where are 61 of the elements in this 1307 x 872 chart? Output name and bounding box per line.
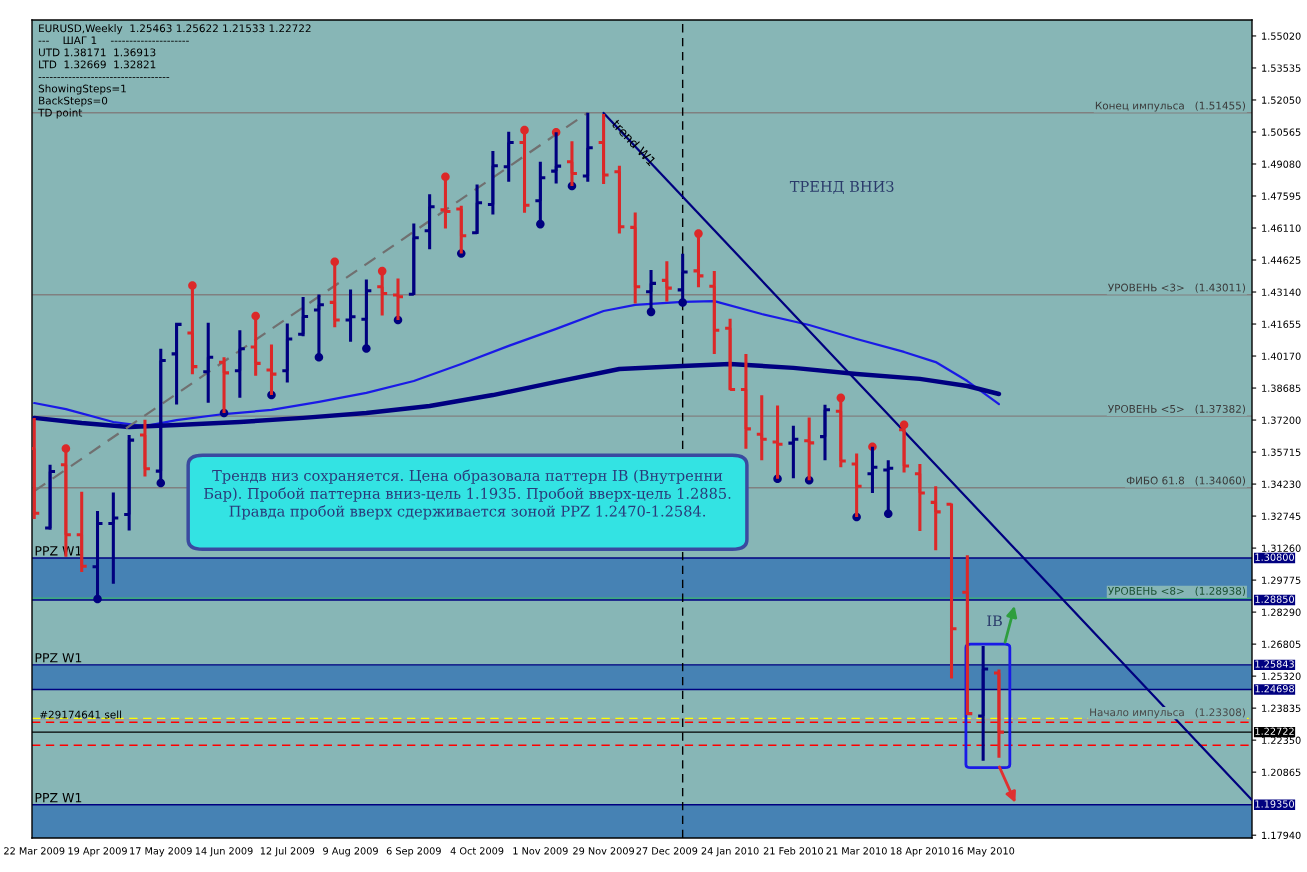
y-tick-label: 1.28290 xyxy=(1262,608,1301,616)
ref-line-label: Начало импульса (1.23308) xyxy=(1090,708,1245,719)
y-tick-label: 1.37200 xyxy=(1262,416,1301,424)
y-tick-label: 1.22350 xyxy=(1262,736,1301,744)
x-tick-label: 24 Jan 2010 xyxy=(701,847,759,857)
y-tick-label: 1.52050 xyxy=(1262,96,1301,104)
x-tick-label: 29 Nov 2009 xyxy=(573,847,635,855)
ref-line-label: 1.19350 xyxy=(1255,800,1294,808)
y-tick-label: 1.23835 xyxy=(1262,704,1301,712)
y-tick-label: 1.17940 xyxy=(1262,831,1301,840)
y-tick-label: 1.41655 xyxy=(1262,320,1301,328)
y-tick-label: 1.20865 xyxy=(1262,768,1301,776)
ref-line-label: ФИБО 61.8 (1.34060) xyxy=(1126,476,1245,486)
x-tick-label: 21 Mar 2010 xyxy=(826,847,887,855)
x-tick-label: 22 Mar 2009 xyxy=(4,847,65,855)
y-tick-label: 1.47595 xyxy=(1262,192,1301,200)
x-tick-label: 4 Oct 2009 xyxy=(450,847,504,855)
ref-line-label: УРОВЕНЬ <5> (1.37382) xyxy=(1108,404,1245,415)
x-tick-label: 19 Apr 2009 xyxy=(68,847,127,857)
x-tick-label: 9 Aug 2009 xyxy=(323,847,378,857)
x-tick-label: 14 Jun 2009 xyxy=(195,847,253,857)
ref-line-label: Конец импульса (1.51455) xyxy=(1095,101,1245,112)
annotation: ТРЕНД ВНИЗ xyxy=(789,180,894,194)
y-tick-label: 1.25320 xyxy=(1262,672,1301,680)
annotation: Трендв низ сохраняется. Цена образовала паттерн IB (Внутренни Бар). Пробой паттерна вниз-цель 1.1935. Пробой вверх-цель 1.2885. Правда пробой вверх сдерживается зоной PPZ 1.2470-1.2584. xyxy=(204,469,731,520)
line-series xyxy=(33,299,1001,428)
y-tick-label: 1.46110 xyxy=(1262,224,1301,232)
ref-line-label: 1.24698 xyxy=(1255,685,1294,693)
y-tick-label: 1.35715 xyxy=(1262,448,1301,456)
band-label: PPZ W1 xyxy=(35,793,82,803)
ref-line-label: 1.25843 xyxy=(1255,660,1294,668)
y-tick-label: 1.29775 xyxy=(1262,576,1301,584)
ref-line-label: #29174641 sell xyxy=(40,710,122,719)
y-tick-label: 1.32745 xyxy=(1262,512,1301,520)
ref-line-label: 1.28850 xyxy=(1255,595,1294,603)
y-tick-label: 1.40170 xyxy=(1262,352,1301,360)
ref-line-label: УРОВЕНЬ <8> (1.28938) xyxy=(1108,586,1245,597)
y-tick-label: 1.34230 xyxy=(1262,480,1301,488)
annotation: IB xyxy=(987,615,1002,627)
y-tick-label: 1.38685 xyxy=(1262,384,1301,392)
band-label: PPZ W1 xyxy=(35,653,82,663)
ref-line-label: 1.22722 xyxy=(1255,727,1294,735)
y-tick-label: 1.43140 xyxy=(1262,288,1301,296)
y-tick-label: 1.44625 xyxy=(1262,256,1301,264)
y-tick-label: 1.26805 xyxy=(1262,640,1301,648)
annotation: EURUSD,Weekly 1.25463 1.25622 1.21533 1.22722 --- ШАГ 1 --------------------- UTD 1.38171 1.36913 LTD 1.32669 1.32821 ----------------------------------- ShowingSteps=1 BackSteps=0 TD point xyxy=(38,24,311,119)
y-tick-label: 1.49080 xyxy=(1262,160,1301,168)
y-tick-label: 1.50565 xyxy=(1262,128,1301,136)
x-tick-label: 12 Jul 2009 xyxy=(260,847,315,857)
x-tick-label: 1 Nov 2009 xyxy=(513,847,568,855)
x-tick-label: 18 Apr 2010 xyxy=(890,847,950,857)
x-tick-label: 27 Dec 2009 xyxy=(636,847,698,855)
y-tick-label: 1.55020 xyxy=(1262,32,1301,40)
ref-line-label: УРОВЕНЬ <3> (1.43011) xyxy=(1108,283,1245,293)
y-tick-label: 1.53535 xyxy=(1262,64,1301,72)
ref-line-label: 1.30800 xyxy=(1255,553,1294,561)
x-tick-label: 16 May 2010 xyxy=(952,847,1015,857)
y-tick-label: 1.31260 xyxy=(1262,544,1301,552)
x-tick-label: 21 Feb 2010 xyxy=(763,847,823,855)
x-tick-label: 17 May 2009 xyxy=(130,847,192,857)
x-tick-label: 6 Sep 2009 xyxy=(386,847,441,857)
